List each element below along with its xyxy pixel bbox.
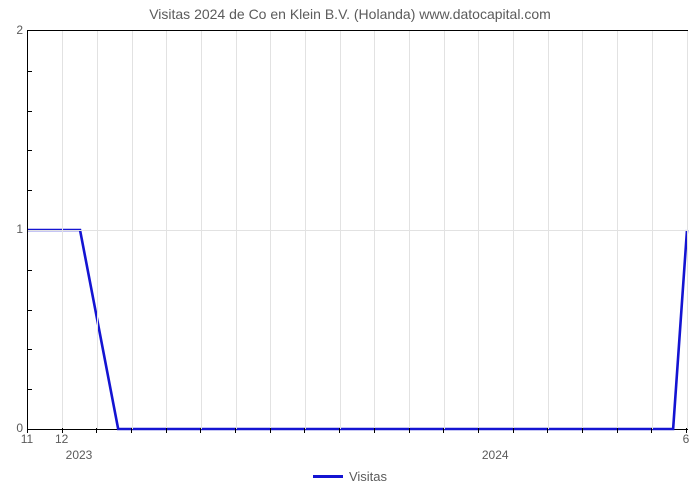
x-axis-tick-mark: [200, 428, 201, 433]
x-axis-group-label: 2024: [482, 448, 509, 462]
y-axis-minor-tick: [28, 71, 32, 72]
x-axis-tick-mark: [166, 428, 167, 433]
y-axis-minor-tick: [28, 111, 32, 112]
chart-container: Visitas 2024 de Co en Klein B.V. (Holand…: [0, 0, 700, 500]
x-axis-tick-mark: [582, 428, 583, 433]
y-axis-tick-label: 1: [16, 222, 23, 236]
y-axis-minor-tick: [28, 310, 32, 311]
legend-item: Visitas: [313, 469, 387, 484]
x-axis-tick-label: 11: [21, 432, 33, 446]
x-axis-tick-mark: [409, 428, 410, 433]
y-axis-minor-tick: [28, 389, 32, 390]
y-axis-tick-label: 2: [16, 23, 23, 37]
x-axis-tick-mark: [478, 428, 479, 433]
x-axis-tick-mark: [617, 428, 618, 433]
x-axis-tick-mark: [339, 428, 340, 433]
series-visitas: [28, 230, 687, 429]
chart-title: Visitas 2024 de Co en Klein B.V. (Holand…: [0, 6, 700, 22]
x-axis-tick-mark: [304, 428, 305, 433]
y-axis-minor-tick: [28, 190, 32, 191]
y-axis-minor-tick: [28, 349, 32, 350]
grid-line-horizontal: [28, 230, 687, 231]
x-axis-tick-mark: [443, 428, 444, 433]
x-axis-tick-mark: [374, 428, 375, 433]
x-axis-tick-label: 12: [55, 432, 68, 446]
x-axis-tick-mark: [547, 428, 548, 433]
x-axis-tick-mark: [96, 428, 97, 433]
x-axis-tick-mark: [270, 428, 271, 433]
x-axis-tick-label: 6: [683, 432, 690, 446]
x-axis-tick-mark: [651, 428, 652, 433]
x-axis-group-label: 2023: [66, 448, 93, 462]
x-axis-tick-mark: [131, 428, 132, 433]
legend-label: Visitas: [349, 469, 387, 484]
legend: Visitas: [0, 466, 700, 484]
legend-swatch: [313, 475, 343, 478]
y-axis-minor-tick: [28, 270, 32, 271]
x-axis-tick-mark: [513, 428, 514, 433]
plot-area: [27, 30, 688, 430]
x-axis-tick-mark: [235, 428, 236, 433]
y-axis-minor-tick: [28, 150, 32, 151]
